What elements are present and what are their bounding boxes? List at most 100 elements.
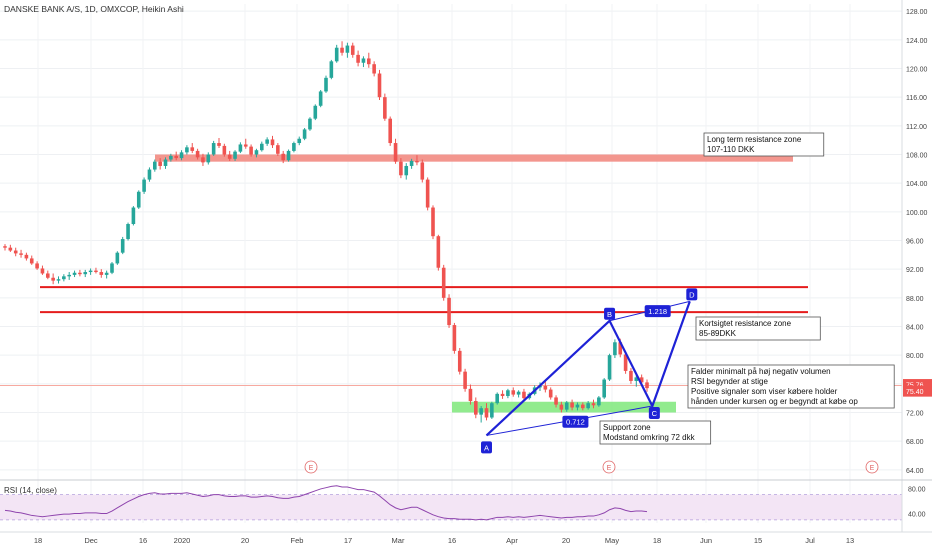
price-badge-label: 75.40 [906, 389, 924, 396]
candle-body [142, 179, 146, 192]
point-c-label: C [652, 409, 658, 418]
short-term-note-line: 85-89DKK [699, 329, 737, 338]
candle-body [243, 144, 248, 147]
earnings-marker-label: E [870, 465, 875, 472]
long-term-note-box [703, 132, 825, 157]
candle-body [249, 146, 253, 155]
candle-body [72, 272, 77, 275]
candle-body [586, 403, 590, 409]
candle-body [8, 247, 13, 251]
candle-body [94, 270, 98, 273]
rsi-label: RSI (14, close) [4, 486, 57, 495]
candle-body [500, 393, 505, 397]
price-tick-label: 88.00 [906, 296, 924, 303]
candle-body [415, 160, 419, 163]
rsi-tick-label: 40.00 [908, 512, 926, 519]
price-tick-label: 80.00 [906, 353, 924, 360]
candle-body [120, 239, 125, 253]
candle-body [388, 118, 392, 144]
candle-body [441, 267, 446, 298]
candle-body [217, 143, 221, 146]
candle-body [383, 97, 387, 119]
candle-body [629, 370, 633, 381]
candle-body [345, 45, 350, 53]
time-tick-label: 20 [562, 536, 570, 545]
candle-body [78, 272, 82, 275]
candle-body [158, 161, 162, 166]
candle-body [99, 272, 104, 275]
candle-body [591, 403, 596, 406]
candle-body [474, 401, 478, 415]
candle-body [607, 355, 612, 380]
price-tick-label: 64.00 [906, 468, 924, 475]
long-term-resistance-zone [155, 154, 793, 162]
time-tick-label: Jun [700, 536, 712, 545]
candle-body [292, 143, 296, 151]
earnings-marker [865, 460, 879, 474]
candle-body [190, 147, 195, 151]
time-tick-label: 20 [241, 536, 249, 545]
candle-body [313, 105, 318, 119]
time-tick-label: 16 [139, 536, 147, 545]
candle-body [56, 279, 61, 281]
time-tick-label: 2020 [174, 536, 191, 545]
point-c-label-box [648, 407, 660, 420]
candle-body [126, 224, 130, 240]
candle-body [110, 263, 114, 273]
price-tick-label: 84.00 [906, 325, 924, 332]
candle-body [543, 385, 548, 390]
candle-body [506, 390, 510, 397]
candle-body [457, 350, 462, 372]
earnings-marker-label: E [607, 465, 612, 472]
candle-body [623, 354, 628, 371]
candle-body [3, 246, 7, 248]
candle-body [265, 139, 269, 144]
rsi-tick-label: 80.00 [908, 486, 926, 493]
candle-body [490, 403, 494, 418]
candle-body [233, 151, 237, 159]
candle-body [324, 77, 328, 92]
short-term-note-line: Kortsigtet resistance zone [699, 319, 792, 328]
candle-body [29, 258, 34, 264]
candle-body [115, 252, 120, 264]
time-tick-label: 16 [448, 536, 456, 545]
time-tick-label: 15 [754, 536, 762, 545]
candle-body [153, 161, 157, 170]
price-tick-label: 108.00 [906, 153, 928, 160]
support-note-box [599, 420, 712, 445]
price-tick-label: 96.00 [906, 239, 924, 246]
signals-note-line: RSI begynder at stige [691, 377, 768, 386]
candle-body [564, 402, 569, 410]
point-a-label: A [484, 443, 489, 452]
long-term-note-line: Long term resistance zone [707, 135, 802, 144]
time-tick-label: 18 [653, 536, 661, 545]
candle-body [51, 277, 55, 281]
short-term-note-box [695, 316, 821, 341]
candle-body [356, 54, 360, 63]
candle-body [639, 377, 644, 383]
candle-body [318, 91, 323, 106]
candle-body [179, 152, 184, 159]
candle-body [618, 342, 623, 355]
candle-body [19, 253, 23, 255]
candle-body [286, 150, 291, 161]
time-tick-label: Apr [506, 536, 518, 545]
candle-body [24, 254, 29, 259]
candle-body [136, 191, 141, 208]
time-tick-label: 18 [34, 536, 42, 545]
rsi-line [4, 485, 648, 521]
pattern-legs [485, 301, 691, 437]
candle-body [297, 138, 302, 144]
candle-body [479, 408, 483, 415]
candle-body [104, 272, 109, 275]
point-a-label-box [481, 441, 492, 454]
candle-body [185, 147, 189, 153]
price-tick-label: 116.00 [906, 95, 927, 102]
candle-body [570, 402, 574, 408]
candle-body [511, 390, 516, 395]
point-d-label-box [686, 288, 698, 301]
candle-body [147, 169, 152, 180]
